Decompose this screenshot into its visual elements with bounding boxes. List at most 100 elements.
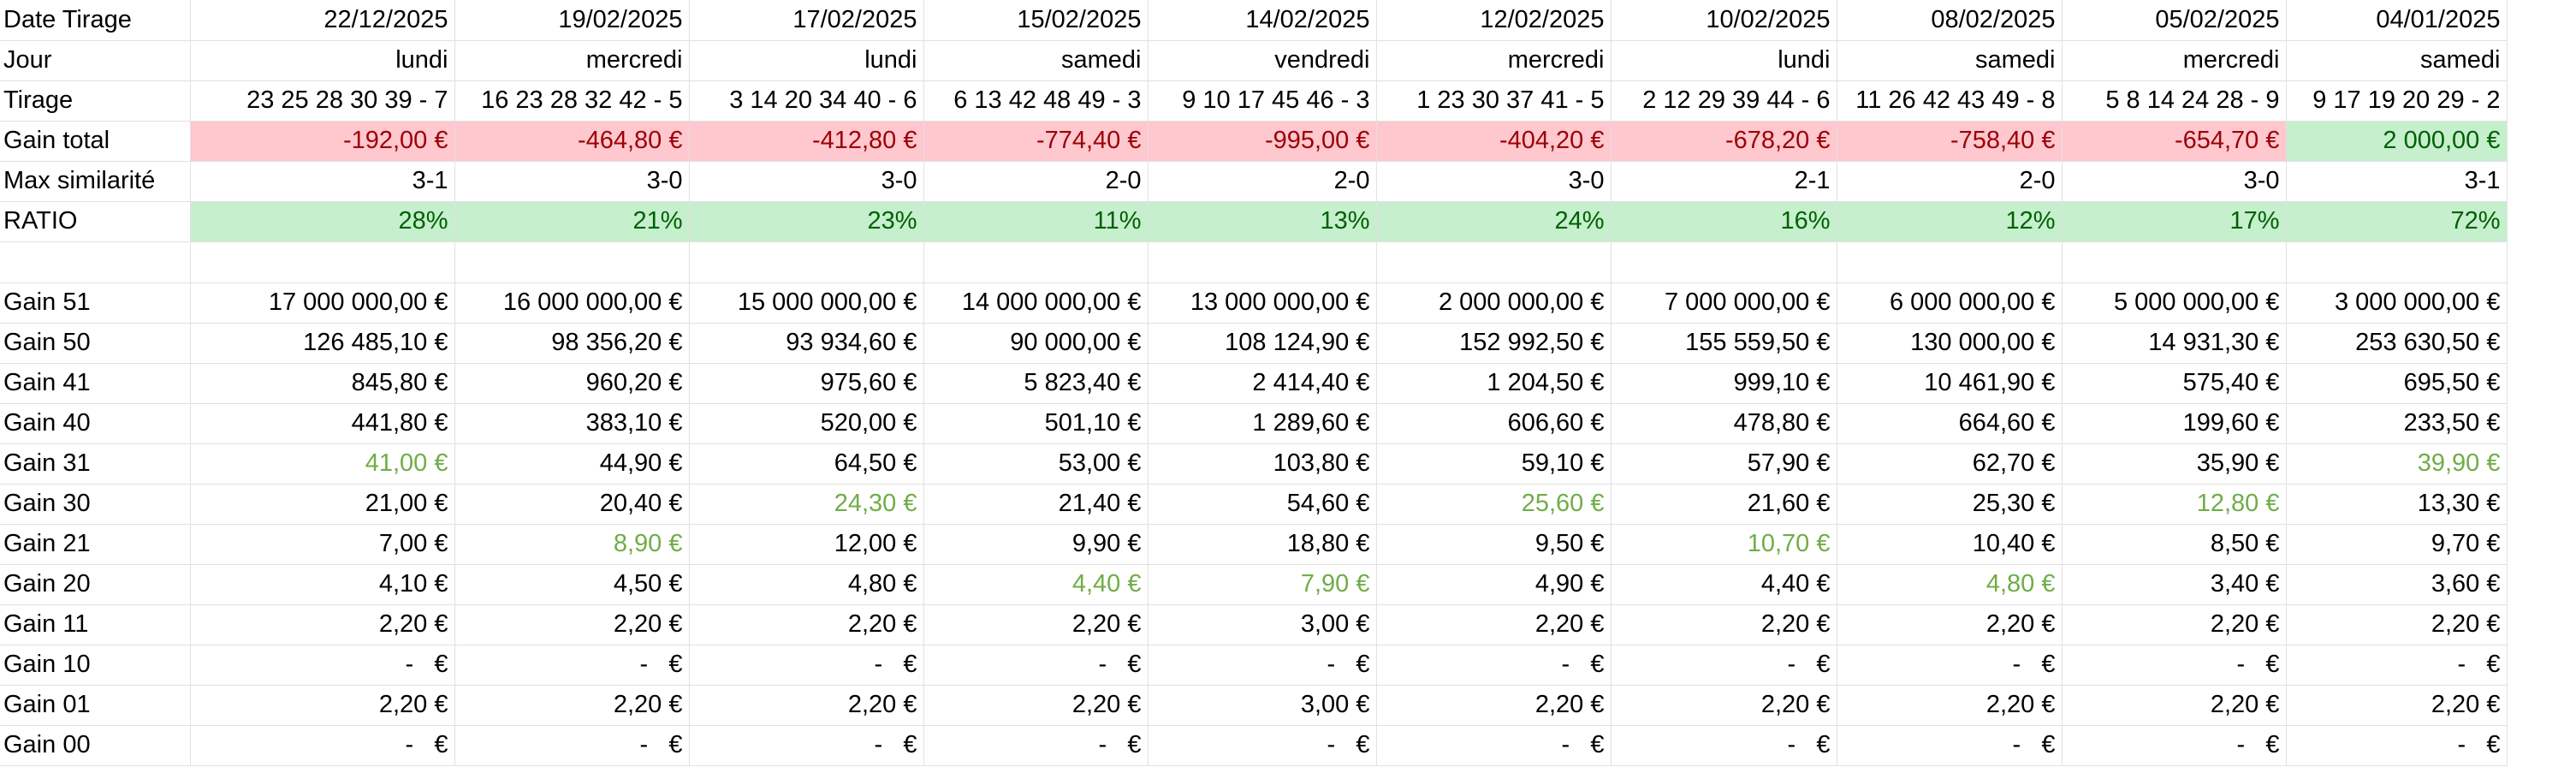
ratio-cell[interactable]: 11% (923, 201, 1149, 242)
gain-cell[interactable]: 13 000 000,00 € (1148, 282, 1377, 324)
gain-cell[interactable]: 2,20 € (190, 685, 455, 726)
row-label-gain-20[interactable]: Gain 20 (0, 564, 191, 605)
gain-cell[interactable]: 8,50 € (2062, 524, 2287, 565)
gain-cell[interactable]: 3 000 000,00 € (2286, 282, 2508, 324)
gain-total-cell[interactable]: -758,40 € (1837, 121, 2063, 162)
gain-cell[interactable]: 64,50 € (689, 443, 924, 485)
date-tirage-cell[interactable]: 17/02/2025 (689, 0, 924, 41)
date-tirage-cell[interactable]: 19/02/2025 (454, 0, 690, 41)
max-similarite-cell[interactable]: 3-0 (2062, 161, 2287, 202)
gain-cell[interactable]: 441,80 € (190, 403, 455, 444)
gain-total-cell[interactable]: -464,80 € (454, 121, 690, 162)
gain-cell[interactable]: 4,90 € (1376, 564, 1611, 605)
gain-cell[interactable]: 2 000 000,00 € (1376, 282, 1611, 324)
empty-cell[interactable] (2286, 241, 2508, 283)
gain-cell[interactable]: 103,80 € (1148, 443, 1377, 485)
tirage-cell[interactable]: 3 14 20 34 40 - 6 (689, 80, 924, 122)
gain-cell[interactable]: 21,00 € (190, 484, 455, 525)
ratio-cell[interactable]: 17% (2062, 201, 2287, 242)
gain-cell[interactable]: 4,40 € (1611, 564, 1837, 605)
gain-cell[interactable]: 155 559,50 € (1611, 323, 1837, 364)
gain-cell[interactable]: 2,20 € (454, 604, 690, 645)
max-similarite-cell[interactable]: 2-1 (1611, 161, 1837, 202)
gain-cell[interactable]: 152 992,50 € (1376, 323, 1611, 364)
gain-total-cell[interactable]: -404,20 € (1376, 121, 1611, 162)
gain-cell[interactable]: 54,60 € (1148, 484, 1377, 525)
date-tirage-cell[interactable]: 22/12/2025 (190, 0, 455, 41)
gain-cell[interactable]: 845,80 € (190, 363, 455, 404)
gain-cell[interactable]: - € (2062, 725, 2287, 766)
gain-cell[interactable]: - € (454, 725, 690, 766)
gain-cell[interactable]: 2,20 € (2286, 685, 2508, 726)
gain-cell[interactable]: 10,40 € (1837, 524, 2063, 565)
row-label-gain-00[interactable]: Gain 00 (0, 725, 191, 766)
gain-cell[interactable]: 25,30 € (1837, 484, 2063, 525)
gain-cell[interactable]: 7,00 € (190, 524, 455, 565)
gain-cell[interactable]: - € (2286, 725, 2508, 766)
gain-cell[interactable]: - € (2286, 645, 2508, 686)
gain-total-cell[interactable]: -995,00 € (1148, 121, 1377, 162)
gain-cell[interactable]: 253 630,50 € (2286, 323, 2508, 364)
date-tirage-cell[interactable]: 05/02/2025 (2062, 0, 2287, 41)
gain-cell[interactable]: 2,20 € (689, 604, 924, 645)
row-label-ratio[interactable]: RATIO (0, 201, 191, 242)
row-label-max-similarite[interactable]: Max similarité (0, 161, 191, 202)
gain-cell[interactable]: 17 000 000,00 € (190, 282, 455, 324)
gain-cell[interactable]: 16 000 000,00 € (454, 282, 690, 324)
gain-cell[interactable]: 2,20 € (454, 685, 690, 726)
gain-cell[interactable]: 2 414,40 € (1148, 363, 1377, 404)
max-similarite-cell[interactable]: 3-1 (190, 161, 455, 202)
ratio-cell[interactable]: 13% (1148, 201, 1377, 242)
max-similarite-cell[interactable]: 3-0 (689, 161, 924, 202)
row-label-jour[interactable]: Jour (0, 40, 191, 81)
tirage-cell[interactable]: 1 23 30 37 41 - 5 (1376, 80, 1611, 122)
ratio-cell[interactable]: 21% (454, 201, 690, 242)
gain-cell[interactable]: 2,20 € (923, 604, 1149, 645)
ratio-cell[interactable]: 16% (1611, 201, 1837, 242)
empty-cell[interactable] (1611, 241, 1837, 283)
gain-total-cell[interactable]: -412,80 € (689, 121, 924, 162)
gain-cell[interactable]: 7,90 € (1148, 564, 1377, 605)
gain-cell[interactable]: 35,90 € (2062, 443, 2287, 485)
gain-cell[interactable]: 2,20 € (2062, 604, 2287, 645)
gain-cell[interactable]: - € (1611, 645, 1837, 686)
tirage-cell[interactable]: 6 13 42 48 49 - 3 (923, 80, 1149, 122)
gain-cell[interactable]: 233,50 € (2286, 403, 2508, 444)
gain-cell[interactable]: 975,60 € (689, 363, 924, 404)
ratio-cell[interactable]: 72% (2286, 201, 2508, 242)
gain-cell[interactable]: 2,20 € (2062, 685, 2287, 726)
gain-cell[interactable]: 53,00 € (923, 443, 1149, 485)
gain-cell[interactable]: 2,20 € (1837, 604, 2063, 645)
gain-cell[interactable]: 98 356,20 € (454, 323, 690, 364)
gain-cell[interactable]: 695,50 € (2286, 363, 2508, 404)
gain-cell[interactable]: 9,50 € (1376, 524, 1611, 565)
row-label-gain-30[interactable]: Gain 30 (0, 484, 191, 525)
jour-cell[interactable]: mercredi (2062, 40, 2287, 81)
gain-cell[interactable]: 41,00 € (190, 443, 455, 485)
ratio-cell[interactable]: 24% (1376, 201, 1611, 242)
empty-cell[interactable] (923, 241, 1149, 283)
gain-cell[interactable]: 20,40 € (454, 484, 690, 525)
gain-cell[interactable]: 93 934,60 € (689, 323, 924, 364)
gain-cell[interactable]: 5 000 000,00 € (2062, 282, 2287, 324)
gain-cell[interactable]: - € (1376, 645, 1611, 686)
tirage-cell[interactable]: 23 25 28 30 39 - 7 (190, 80, 455, 122)
gain-cell[interactable]: - € (923, 725, 1149, 766)
gain-cell[interactable]: 14 000 000,00 € (923, 282, 1149, 324)
gain-cell[interactable]: 1 204,50 € (1376, 363, 1611, 404)
row-label-gain-01[interactable]: Gain 01 (0, 685, 191, 726)
date-tirage-cell[interactable]: 04/01/2025 (2286, 0, 2508, 41)
jour-cell[interactable]: samedi (2286, 40, 2508, 81)
gain-cell[interactable]: 7 000 000,00 € (1611, 282, 1837, 324)
gain-cell[interactable]: 6 000 000,00 € (1837, 282, 2063, 324)
jour-cell[interactable]: vendredi (1148, 40, 1377, 81)
gain-cell[interactable]: - € (923, 645, 1149, 686)
jour-cell[interactable]: samedi (923, 40, 1149, 81)
gain-cell[interactable]: 2,20 € (689, 685, 924, 726)
jour-cell[interactable]: lundi (190, 40, 455, 81)
gain-cell[interactable]: 3,40 € (2062, 564, 2287, 605)
gain-cell[interactable]: 62,70 € (1837, 443, 2063, 485)
gain-cell[interactable]: 999,10 € (1611, 363, 1837, 404)
gain-cell[interactable]: 25,60 € (1376, 484, 1611, 525)
empty-cell[interactable] (454, 241, 690, 283)
